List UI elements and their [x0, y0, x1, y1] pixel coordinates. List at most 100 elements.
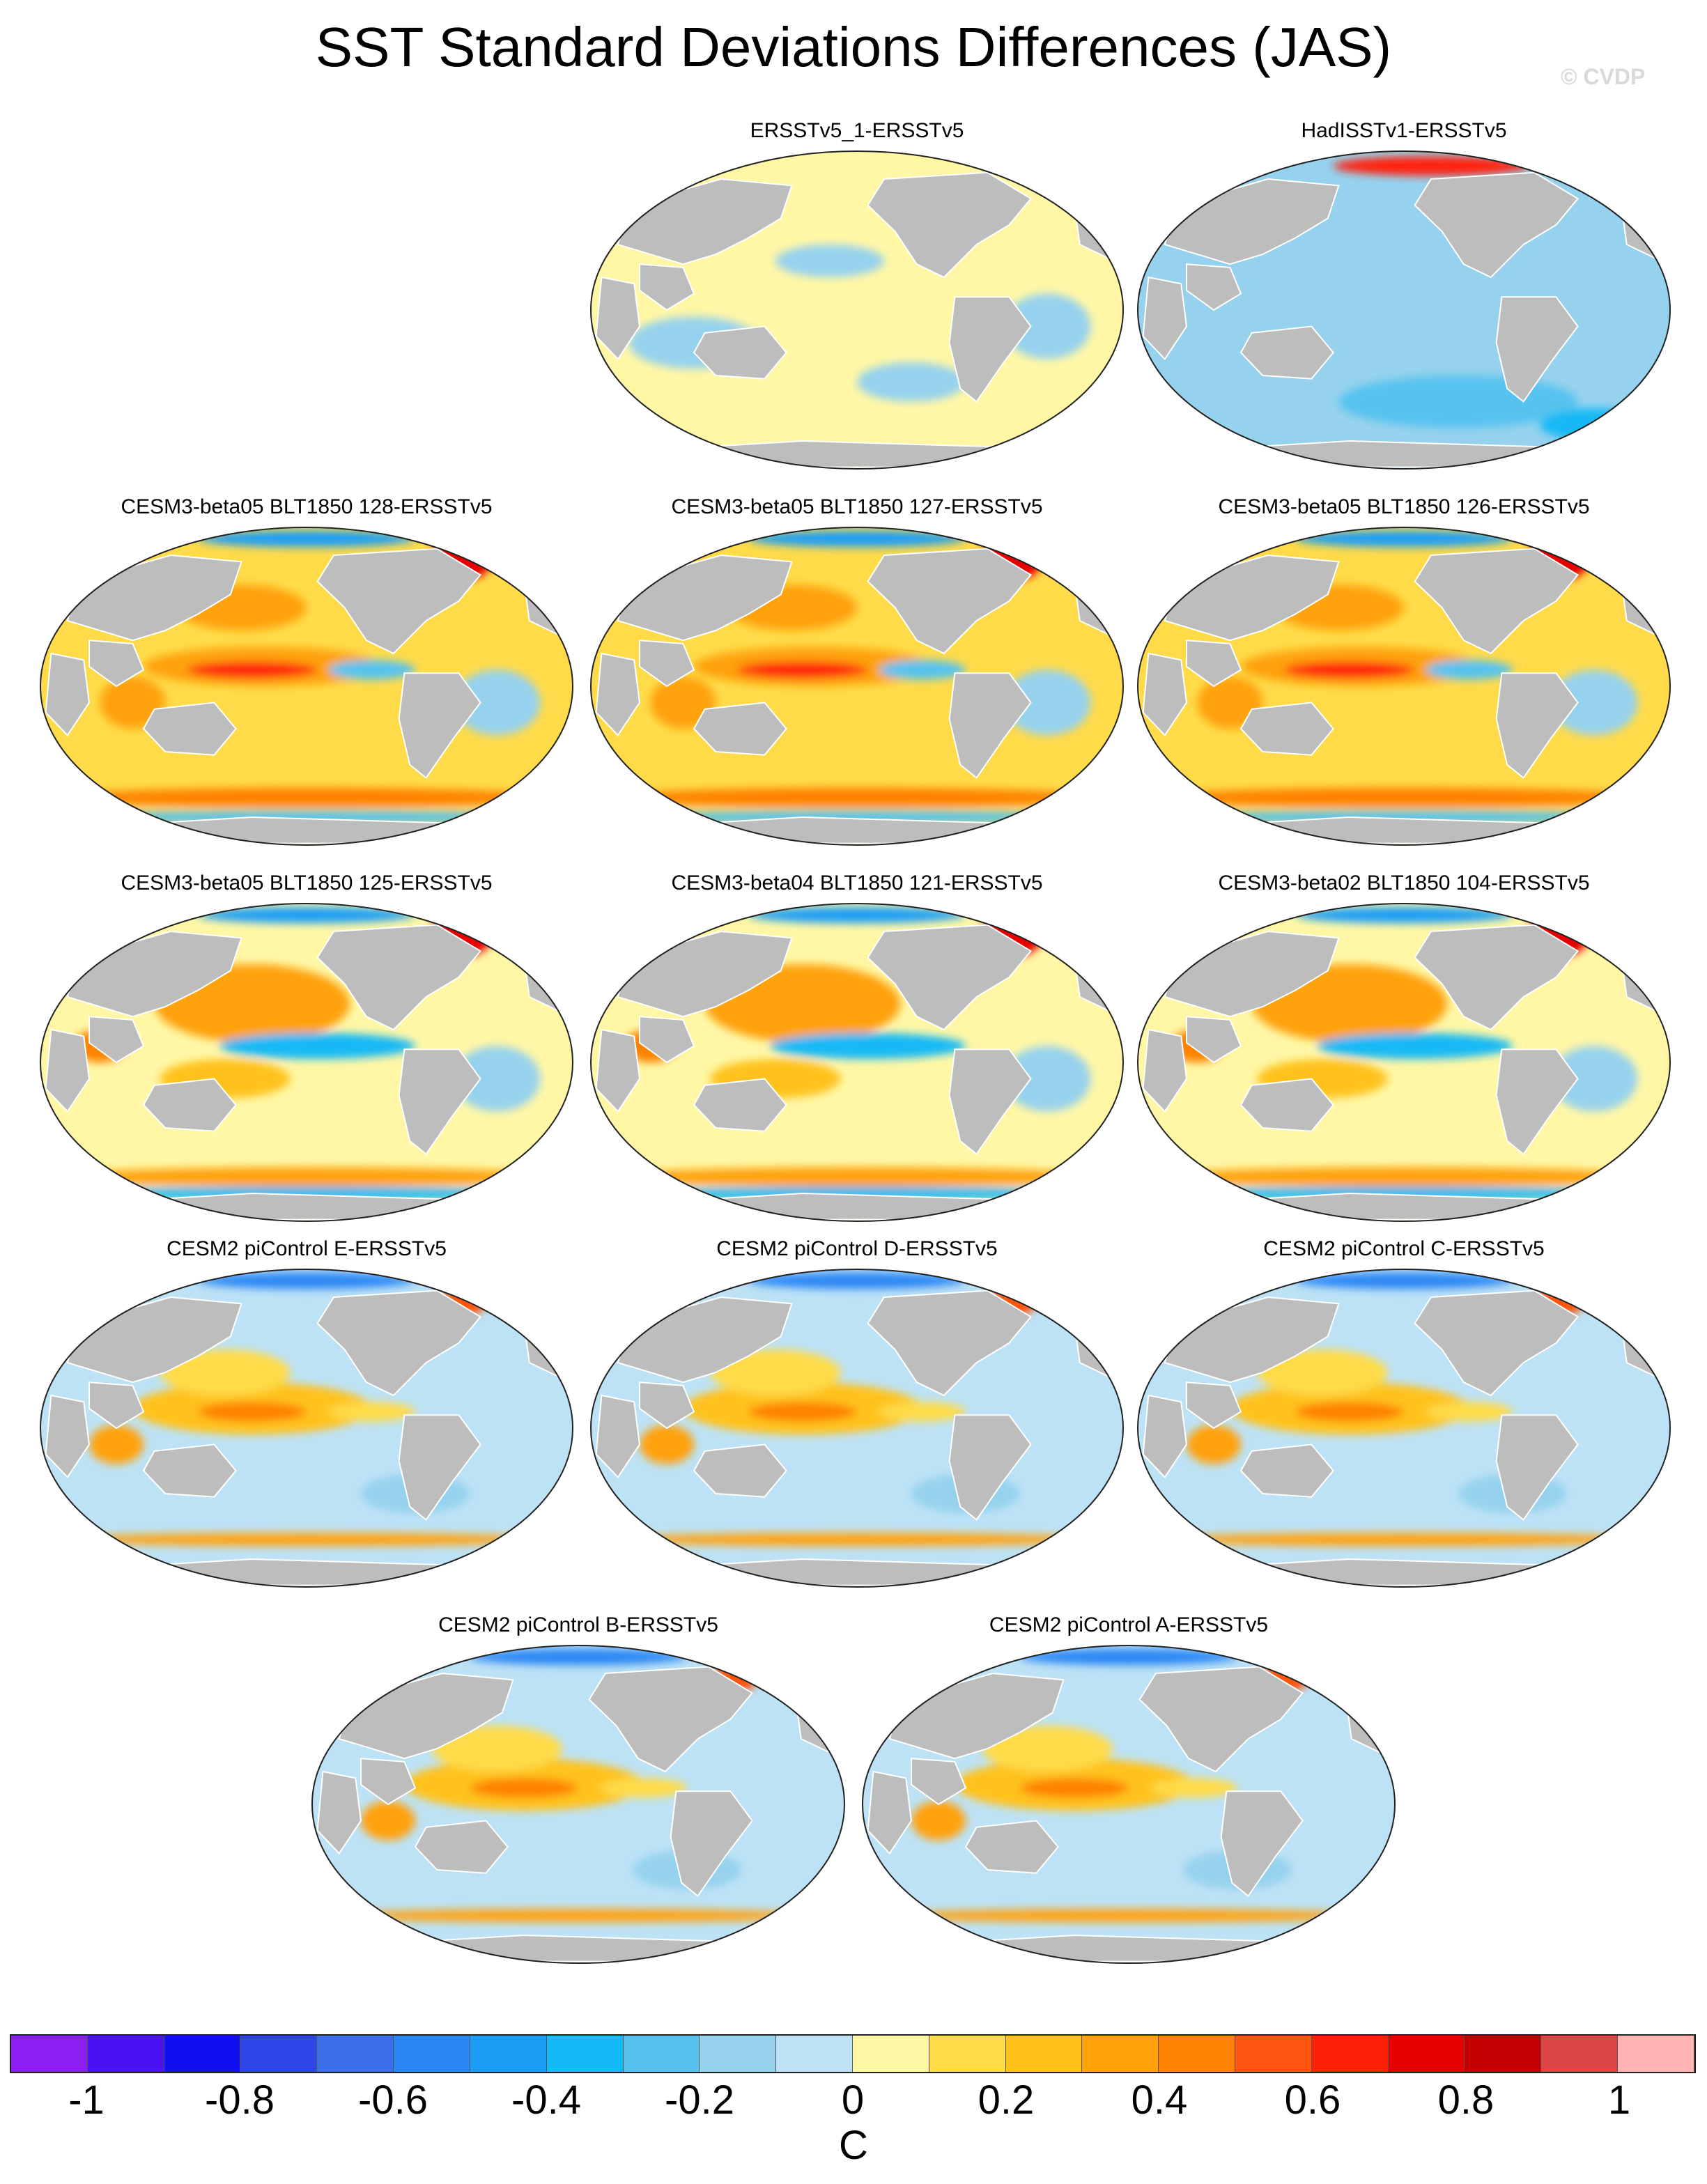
anomaly-region — [748, 906, 966, 924]
robinson-map — [40, 903, 573, 1222]
land-mass — [948, 296, 1032, 403]
land-mass — [1414, 924, 1579, 1031]
map-outline — [1137, 527, 1671, 846]
land-mass — [142, 1443, 237, 1498]
map-outline — [590, 150, 1124, 470]
anomaly-region — [748, 530, 966, 548]
colorbar-swatch — [1005, 2036, 1083, 2072]
panel-title: CESM3-beta05 BLT1850 128-ERSSTv5 — [121, 495, 493, 518]
anomaly-region — [328, 660, 415, 680]
colorbar — [10, 2034, 1696, 2073]
panel-title: CESM3-beta05 BLT1850 125-ERSSTv5 — [121, 872, 493, 894]
map-outline — [862, 1645, 1396, 1964]
panel-title: CESM3-beta05 BLT1850 127-ERSSTv5 — [671, 495, 1043, 518]
colorbar-swatch — [240, 2036, 318, 2072]
land-mass — [88, 1381, 145, 1430]
robinson-map — [40, 1269, 573, 1588]
colorbar-swatch — [1541, 2036, 1619, 2072]
land-mass — [316, 1290, 482, 1397]
land-mass — [1239, 325, 1334, 380]
anomaly-region — [198, 530, 415, 548]
anomaly-region — [1426, 1402, 1513, 1422]
land-mass — [867, 1290, 1033, 1397]
colorbar-swatch — [164, 2036, 241, 2072]
colorbar-tick-label: -0.8 — [205, 2077, 275, 2123]
colorbar-swatch — [1388, 2036, 1465, 2072]
land-mass — [142, 1078, 237, 1132]
anomaly-region — [219, 1032, 415, 1060]
colorbar-swatch — [776, 2036, 853, 2072]
anomaly-region — [1197, 676, 1263, 729]
anomaly-region — [431, 1726, 562, 1772]
anomaly-region — [612, 1533, 1102, 1547]
land-mass — [867, 548, 1033, 655]
land-mass — [595, 1394, 641, 1479]
panel-title: CESM2 piControl E-ERSSTv5 — [167, 1237, 447, 1260]
anomaly-region — [62, 1186, 551, 1200]
map-panel: ERSSTv5_1-ERSSTv5 — [585, 118, 1129, 481]
anomaly-region — [748, 1272, 966, 1290]
anomaly-region — [198, 906, 415, 924]
anomaly-region — [187, 661, 318, 679]
colorbar-swatch — [1235, 2036, 1312, 2072]
panel-title: CESM2 piControl D-ERSSTv5 — [716, 1237, 998, 1260]
map-panel: CESM3-beta05 BLT1850 126-ERSSTv5 — [1132, 495, 1676, 857]
anomaly-region — [453, 669, 541, 736]
anomaly-region — [911, 1801, 966, 1841]
colorbar-swatch — [470, 2036, 547, 2072]
land-mass — [1239, 1443, 1334, 1498]
anomaly-region — [879, 660, 966, 680]
anomaly-region — [198, 1272, 415, 1290]
map-outline — [590, 1269, 1124, 1588]
land-mass — [588, 1666, 754, 1773]
credit-watermark: © CVDP — [1561, 64, 1646, 89]
panel-title: CESM2 piControl C-ERSSTv5 — [1263, 1237, 1545, 1260]
anomaly-region — [62, 1167, 551, 1187]
land-mass — [1495, 672, 1579, 780]
anomaly-region — [328, 1402, 415, 1422]
anomaly-region — [62, 787, 551, 807]
anomaly-region — [857, 362, 966, 402]
colorbar-tick-label: 1 — [1607, 2077, 1631, 2123]
anomaly-region — [1159, 1186, 1648, 1200]
colorbar-swatch — [1465, 2036, 1542, 2072]
land-mass — [316, 924, 482, 1031]
land-mass — [595, 652, 641, 737]
map-outline — [590, 527, 1124, 846]
panel-title: CESM2 piControl A-ERSSTv5 — [989, 1613, 1269, 1636]
anomaly-region — [1003, 293, 1091, 359]
land-mass — [142, 702, 237, 756]
anomaly-region — [100, 676, 166, 729]
colorbar-tick-label: -0.4 — [511, 2077, 581, 2123]
colorbar-swatch — [11, 2036, 88, 2072]
map-outline — [1137, 903, 1671, 1222]
colorbar-swatch — [1159, 2036, 1235, 2072]
map-outline — [590, 903, 1124, 1222]
colorbar-tick-label: -0.2 — [665, 2077, 734, 2123]
figure-title: SST Standard Deviations Differences (JAS… — [315, 16, 1392, 78]
anomaly-region — [1159, 787, 1648, 807]
land-mass — [1142, 652, 1188, 737]
anomaly-region — [62, 1533, 551, 1547]
land-mass — [1495, 296, 1579, 403]
land-mass — [693, 702, 787, 756]
anomaly-region — [1003, 1046, 1091, 1112]
anomaly-region — [640, 1425, 694, 1464]
colorbar-swatch — [1082, 2036, 1159, 2072]
land-mass — [948, 672, 1032, 780]
colorbar-tick-label: -0.6 — [358, 2077, 428, 2123]
map-outline — [1137, 1269, 1671, 1588]
land-mass — [1142, 276, 1188, 361]
land-mass — [1220, 1790, 1304, 1898]
land-mass — [88, 640, 145, 688]
map-outline — [40, 527, 573, 846]
land-mass — [948, 1048, 1032, 1156]
anomaly-region — [1317, 1032, 1513, 1060]
anomaly-region — [600, 1778, 687, 1798]
map-outline — [40, 1269, 573, 1588]
land-mass — [1495, 1414, 1579, 1521]
colorbar-tick-label: 0 — [841, 2077, 865, 2123]
anomaly-region — [361, 1801, 415, 1841]
map-panel: CESM2 piControl B-ERSSTv5 — [307, 1613, 850, 1975]
anomaly-region — [1150, 1778, 1237, 1798]
